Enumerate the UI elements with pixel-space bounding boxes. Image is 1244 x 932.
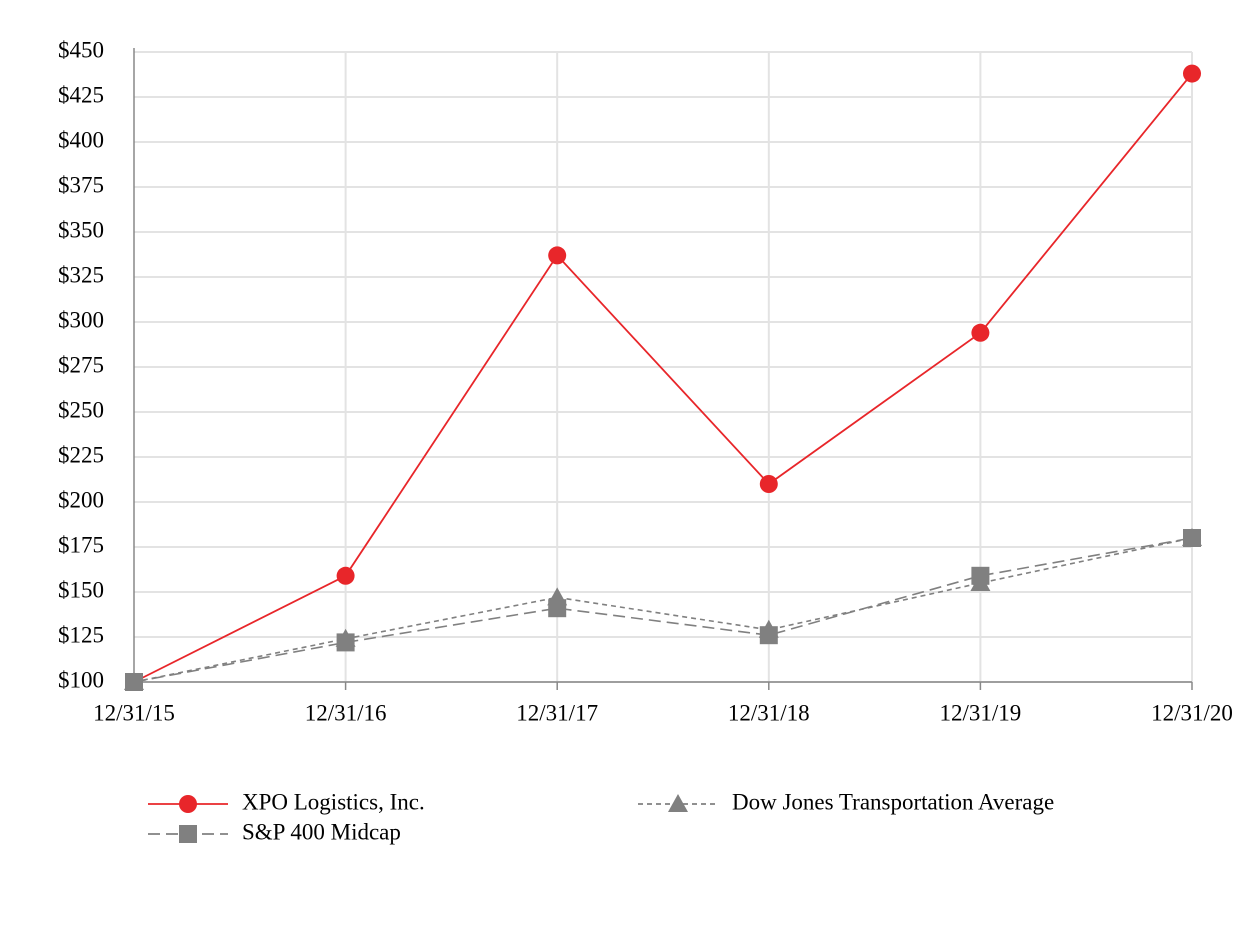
marker [548,246,567,265]
y-tick-label: $325 [58,262,104,287]
legend-marker [668,794,688,812]
y-tick-label: $375 [58,172,104,197]
marker [125,673,143,691]
series-line [133,73,1193,683]
y-tick-label: $100 [58,667,104,692]
y-tick-label: $200 [58,487,104,512]
legend-label: Dow Jones Transportation Average [732,789,1054,814]
y-tick-label: $175 [58,532,104,557]
marker [1183,529,1201,547]
series-line [133,537,1193,683]
marker [971,323,990,342]
x-tick-label: 12/31/18 [728,700,810,725]
y-tick-label: $150 [58,577,104,602]
y-tick-label: $425 [58,82,104,107]
marker [759,475,778,493]
series-line [133,537,1193,683]
marker [336,566,355,585]
y-tick-label: $250 [58,397,104,422]
marker [971,566,990,585]
marker [548,599,567,618]
x-tick-label: 12/31/20 [1151,700,1233,725]
marker [759,626,778,645]
legend-label: XPO Logistics, Inc. [242,789,425,814]
x-tick-label: 12/31/19 [940,700,1022,725]
y-tick-label: $400 [58,127,104,152]
marker [1183,64,1201,83]
y-tick-label: $350 [58,217,104,242]
legend-label: S&P 400 Midcap [242,819,401,844]
y-tick-label: $300 [58,307,104,332]
marker [336,633,355,652]
legend-marker [179,795,197,813]
x-tick-label: 12/31/15 [93,700,175,725]
x-tick-label: 12/31/17 [516,700,598,725]
y-tick-label: $275 [58,352,104,377]
x-tick-label: 12/31/16 [305,700,387,725]
y-tick-label: $125 [58,622,104,647]
y-tick-label: $225 [58,442,104,467]
y-tick-label: $450 [58,37,104,62]
legend-marker [179,825,197,843]
